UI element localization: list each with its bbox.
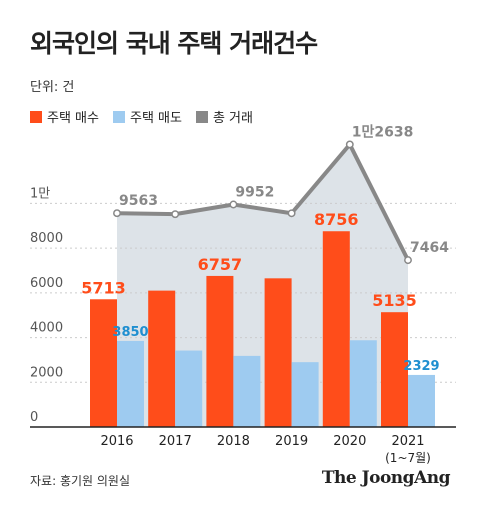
- legend-label-buy: 주택 매수: [47, 111, 99, 126]
- data-label-buy: 8756: [314, 210, 359, 229]
- data-label-sell: 2329: [403, 359, 439, 374]
- data-label-buy: 6757: [198, 255, 243, 274]
- bar-buy: [90, 299, 117, 427]
- bar-sell: [291, 362, 319, 427]
- bar-buy: [322, 231, 350, 427]
- x-tick-label: 2019: [275, 434, 308, 449]
- legend-swatch-sell: [112, 110, 125, 123]
- bar-sell: [408, 374, 435, 427]
- data-label-total: 7464: [410, 240, 449, 256]
- source-note: 자료: 홍기원 의원실: [30, 474, 130, 488]
- y-tick-label: 0: [30, 410, 38, 425]
- legend-item-buy: 주택 매수: [30, 107, 99, 126]
- x-tick-sublabel: (1~7월): [385, 451, 431, 465]
- total-point: [113, 209, 121, 218]
- y-tick-label: 2000: [30, 365, 63, 380]
- data-label-total: 1만2638: [352, 124, 414, 140]
- data-label-buy: 5713: [81, 278, 126, 297]
- y-tick-label: 4000: [30, 321, 63, 336]
- y-tick-label: 6000: [30, 276, 63, 291]
- bar-buy: [206, 275, 234, 427]
- x-tick-label: 2020: [333, 434, 366, 449]
- bar-sell: [349, 340, 377, 427]
- total-point: [404, 256, 412, 265]
- legend-item-total: 총 거래: [195, 107, 253, 126]
- x-tick-label: 2016: [100, 434, 133, 449]
- data-label-total: 9563: [119, 193, 158, 209]
- x-tick-label: 2018: [217, 434, 250, 449]
- total-point: [287, 209, 296, 218]
- bar-sell: [117, 340, 144, 427]
- legend-item-sell: 주택 매도: [112, 107, 182, 126]
- total-point: [229, 200, 238, 209]
- x-tick-label: 2021: [391, 434, 424, 449]
- data-label-buy: 5135: [372, 291, 417, 310]
- legend-swatch-buy: [30, 110, 42, 123]
- legend-label-sell: 주택 매도: [129, 111, 182, 126]
- total-line: [116, 142, 410, 262]
- bar-buy: [264, 278, 292, 427]
- unit-label: 단위: 건: [30, 80, 75, 95]
- data-label-sell: 3850: [112, 325, 148, 340]
- publisher-logo: The JoongAng: [321, 468, 451, 488]
- total-point: [171, 210, 180, 219]
- data-label-total: 9952: [235, 185, 274, 201]
- legend: 주택 매수 주택 매도 총 거래: [30, 107, 253, 126]
- x-tick-label: 2017: [159, 434, 192, 449]
- bar-buy: [148, 290, 176, 427]
- y-tick-label: 8000: [30, 231, 63, 246]
- legend-label-total: 총 거래: [212, 111, 253, 126]
- chart-title: 외국인의 국내 주택 거래건수: [30, 29, 318, 58]
- bar-buy: [381, 312, 408, 427]
- bar-sell: [175, 350, 203, 427]
- y-tick-label: 1만: [30, 186, 50, 201]
- bar-sell: [233, 355, 261, 427]
- legend-swatch-total: [195, 110, 208, 123]
- total-point: [345, 140, 354, 149]
